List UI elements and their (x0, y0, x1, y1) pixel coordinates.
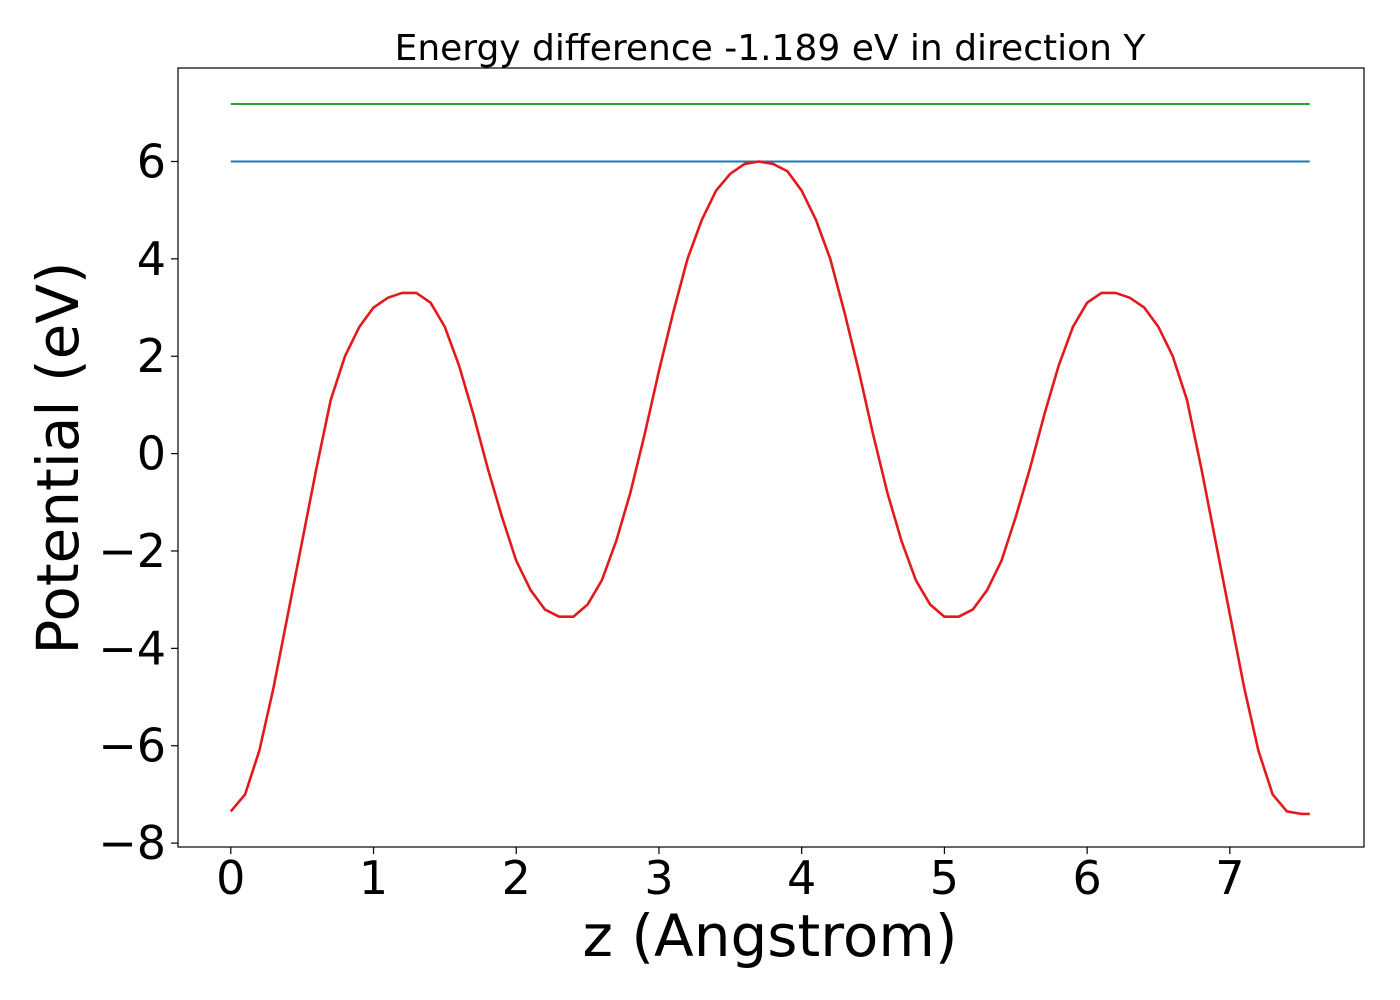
y-axis-label: Potential (eV) (24, 261, 92, 654)
x-tick-label: 2 (502, 851, 531, 905)
x-tick-label: 6 (1072, 851, 1101, 905)
x-tick-label: 3 (644, 851, 673, 905)
x-tick-label: 7 (1215, 851, 1244, 905)
y-tick-label: 0 (137, 427, 166, 481)
y-tick-label: 4 (137, 232, 166, 286)
y-axis-ticks: −8 −6 −4 −2 0 2 4 6 (98, 134, 178, 870)
y-tick-label: −4 (98, 621, 166, 675)
series-line-3 (229, 160, 1310, 816)
x-tick-label: 4 (787, 851, 816, 905)
x-tick-label: 5 (930, 851, 959, 905)
y-tick-label: −6 (98, 719, 166, 773)
y-tick-label: −2 (98, 524, 166, 578)
x-tick-label: 1 (359, 851, 388, 905)
y-tick-label: 2 (137, 329, 166, 383)
y-tick-label: 6 (137, 134, 166, 188)
x-tick-label: 0 (216, 851, 245, 905)
chart-title: Energy difference -1.189 eV in direction… (395, 28, 1147, 69)
x-axis-ticks: 0 1 2 3 4 5 6 7 (216, 847, 1244, 905)
plot-frame (177, 67, 1365, 848)
y-tick-label: −8 (98, 816, 166, 870)
x-axis-label: z (Angstrom) (583, 902, 958, 970)
plot-lines (229, 103, 1310, 816)
